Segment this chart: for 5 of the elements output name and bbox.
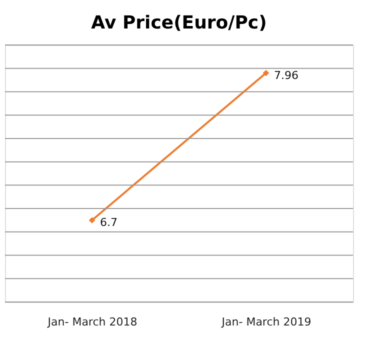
- data-label: 7.96: [274, 69, 298, 82]
- x-tick-label: Jan- March 2019: [220, 316, 312, 328]
- data-label: 6.7: [100, 216, 118, 230]
- chart-title: Av Price(Euro/Pc): [91, 12, 267, 34]
- x-tick-label: Jan- March 2018: [46, 316, 138, 328]
